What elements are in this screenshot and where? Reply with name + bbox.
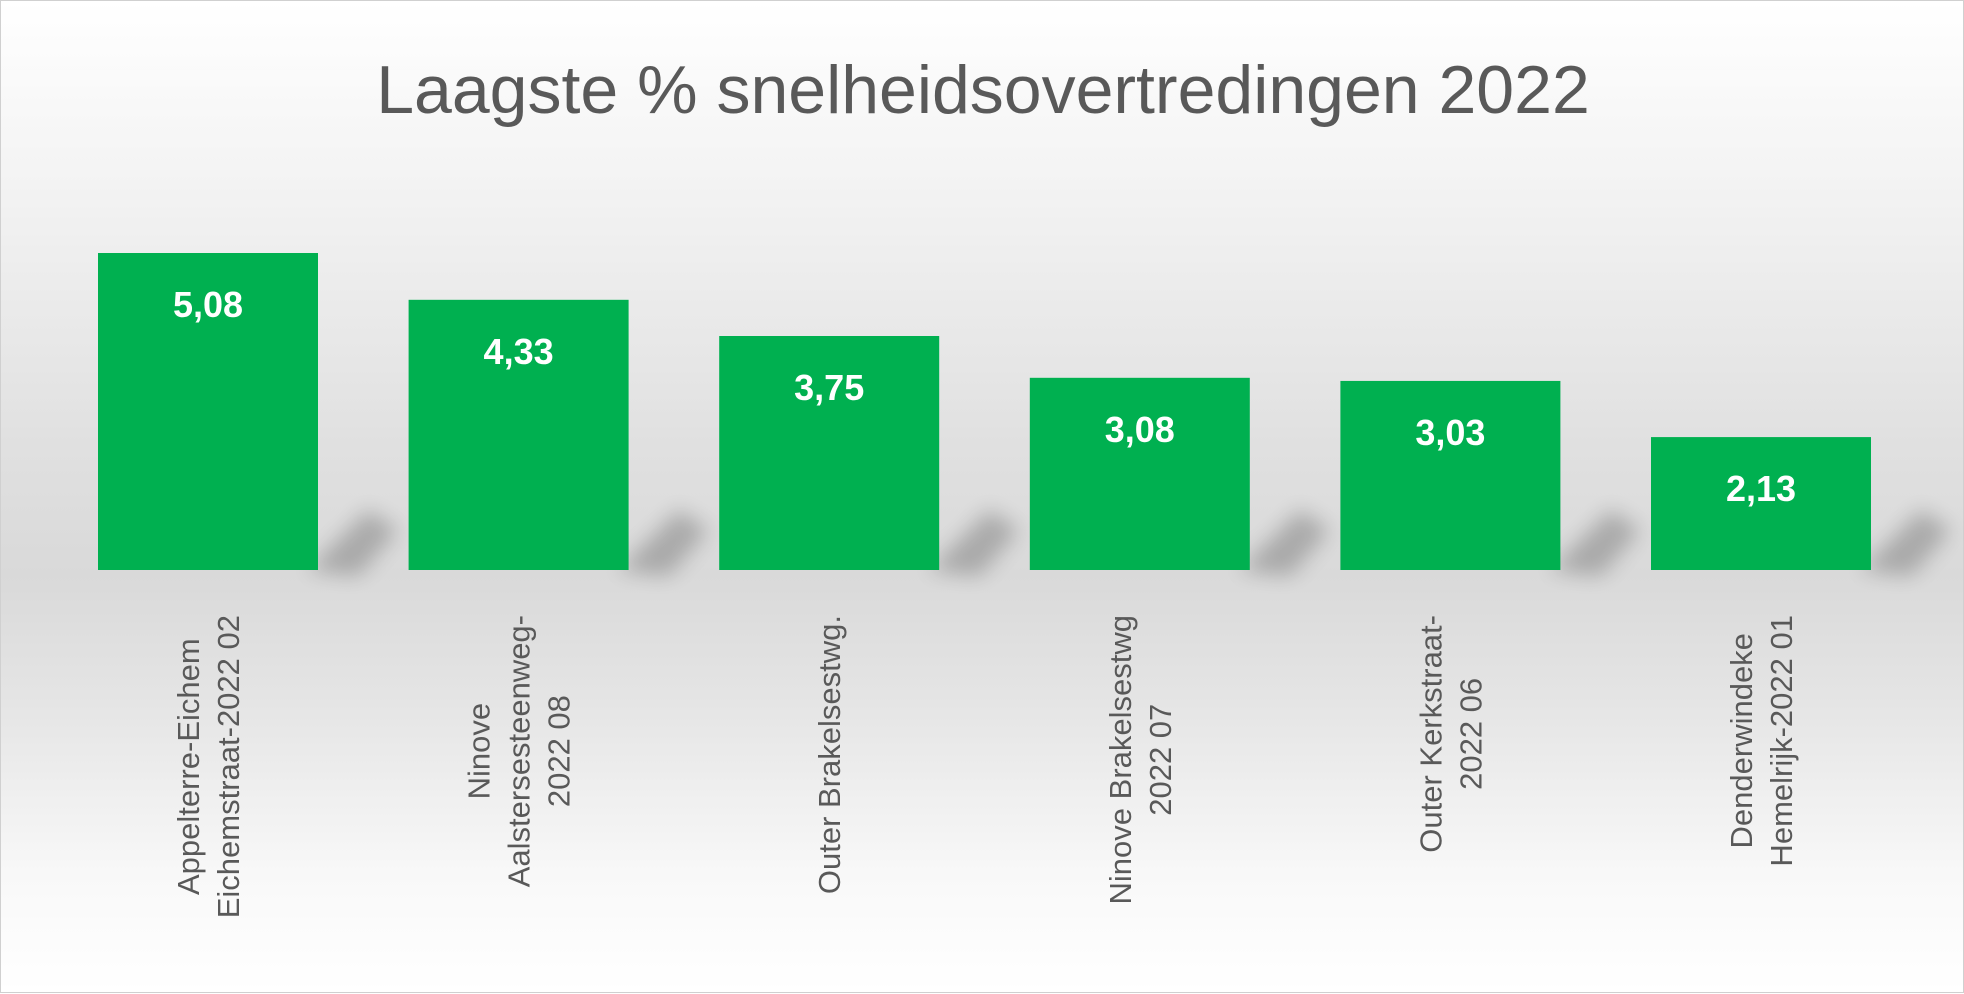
category-label: Denderwindeke Hemelrijk-2022 01	[1724, 615, 1799, 867]
bar	[1340, 380, 1561, 570]
bar-shadow	[308, 510, 398, 576]
category-label-line: Hemelrijk-2022 01	[1764, 615, 1799, 867]
bar-shadow	[1239, 510, 1330, 576]
category-label: Ninove Aalstersesteenweg- 2022 08	[462, 615, 577, 887]
category-label-line: Denderwindeke	[1724, 633, 1759, 848]
data-label: 3,03	[1415, 412, 1485, 453]
bar	[1651, 437, 1871, 570]
data-label: 5,08	[173, 284, 243, 325]
category-label-line: Appelterre-Eichem	[171, 638, 206, 895]
category-label-line: Outer Kerkstraat-	[1413, 615, 1448, 853]
bar	[98, 253, 318, 570]
category-label-line: Ninove Brakelsestwg	[1103, 615, 1138, 904]
category-label-line: Outer Brakelsestwg.	[812, 615, 847, 894]
bar	[719, 336, 940, 570]
category-label: Appelterre-Eichem Eichemstraat-2022 02	[171, 615, 246, 918]
category-label-line: Aalstersesteenweg-	[502, 615, 537, 887]
bar	[408, 299, 629, 570]
data-label: 2,13	[1726, 468, 1796, 509]
bar-shadow	[1550, 510, 1641, 576]
data-label: 4,33	[484, 331, 554, 372]
bar-shadow	[1861, 510, 1951, 576]
category-label-line: Eichemstraat-2022 02	[211, 615, 246, 918]
category-label: Ninove Brakelsestwg 2022 07	[1103, 615, 1178, 904]
category-label-line: Ninove	[462, 703, 497, 800]
data-label: 3,08	[1105, 409, 1175, 450]
category-label: Outer Brakelsestwg.	[812, 615, 847, 894]
category-label-line: 2022 07	[1143, 704, 1178, 816]
category-label-line: 2022 06	[1453, 678, 1488, 790]
bar-shadow	[929, 510, 1020, 576]
bar-shadow	[618, 510, 709, 576]
category-label-line: 2022 08	[542, 695, 577, 807]
data-label: 3,75	[794, 367, 864, 408]
category-label: Outer Kerkstraat- 2022 06	[1413, 615, 1488, 853]
chart-title: Laagste % snelheidsovertredingen 2022	[376, 52, 1590, 128]
bar	[1029, 377, 1250, 570]
